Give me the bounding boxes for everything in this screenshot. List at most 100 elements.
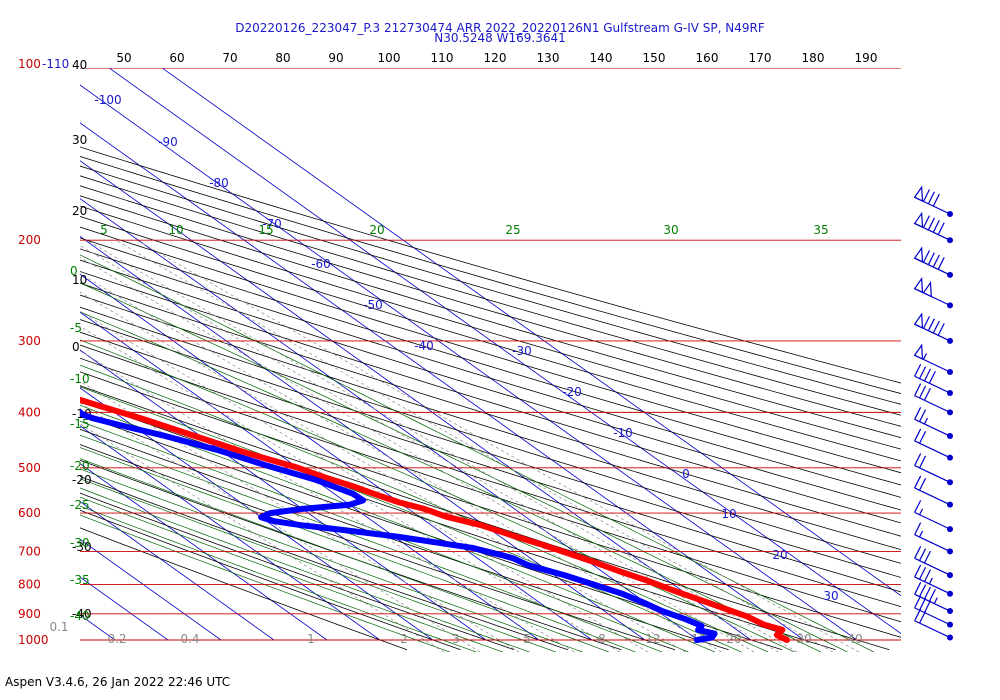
wind-barb [913,343,953,376]
wind-barb-feather [919,548,927,561]
moist-adiabat-line [80,282,848,652]
dry-adiabat-line [80,319,901,578]
wind-barb-staff [914,464,951,483]
wind-barb-feather [922,316,931,329]
isotherm-label: -80 [209,176,229,190]
wind-barb [914,546,953,579]
mixing-ratio-line [115,239,834,652]
wind-barb-feather [922,189,931,202]
wind-barb-half-feather [919,508,924,515]
wind-barb-feather [923,569,931,582]
moist-adiabat-line [80,254,875,652]
wind-barb-half-feather [923,417,928,425]
top-axis-label: 150 [643,51,666,65]
isotherm-line [80,425,381,641]
moist-adiabat-line [80,487,530,652]
mixing-ratio-label: 1 [307,632,315,646]
mixing-ratio-label: 20 [726,632,741,646]
moist-adiabat-line [80,447,636,652]
moist-adiabat-line [80,404,716,652]
wind-barb-feather [922,250,931,263]
moist-adiabat-line [80,496,504,652]
mixing-ratio-line [80,256,755,652]
moist-left-label: -30 [70,536,90,550]
mixing-ratio-label: 30 [796,632,811,646]
wind-barb [914,383,953,416]
left-axis-label: -40 [72,607,92,621]
wind-barb-feather [919,610,927,624]
pressure-label: 800 [18,578,41,592]
isotherm-label: -100 [94,93,121,107]
top-axis-label: 190 [855,51,878,65]
dry-adiabat-line [80,237,901,486]
moist-adiabat-label: 20 [369,223,384,237]
isotherm-label: -50 [363,298,383,312]
wind-barb-feather [919,430,927,444]
dry-adiabat-line [80,226,901,474]
left-axis-label: 30 [72,133,87,147]
wind-barb-feather [914,453,922,466]
isotherm-label: 10 [721,507,736,521]
footer-text: Aspen V3.4.6, 26 Jan 2022 22:46 UTC [5,675,231,689]
wind-barb [914,363,953,397]
isotherm-label: -90 [158,135,178,149]
wind-barb [914,500,953,533]
moist-adiabat-line [80,468,583,652]
wind-barb-feather [914,582,922,595]
wind-barb-feather [919,455,927,469]
wind-barb-feather [928,589,936,602]
wind-barb-feather [932,320,940,334]
moist-adiabat-label: 5 [100,223,108,237]
moist-left-label: -25 [70,498,90,512]
wind-barb-feather [923,586,931,600]
wind-barb [914,564,953,597]
dry-adiabat-line [80,165,901,405]
top-axis-label: 80 [275,51,290,65]
mixing-ratio-line [80,402,481,652]
moist-adiabat-label: 35 [813,223,828,237]
dry-adiabat-line [80,216,901,462]
moist-adiabat-line [80,505,477,652]
wind-barb [914,428,953,461]
wind-barb [913,276,953,309]
pressure-label: 400 [18,405,41,419]
wind-barb-feather [919,366,927,379]
wind-barb-feather [937,222,945,235]
dry-adiabat-line [80,294,901,551]
dry-adiabat-line [80,371,901,638]
dewpoint-dot [35,364,41,370]
wind-barb-flag [913,343,924,360]
isotherm-label: -70 [262,217,282,231]
dry-adiabat-line [80,205,901,450]
isotherm-label: 20 [772,548,787,562]
wind-barb-feather [914,564,922,578]
wind-barb-feather [937,257,945,270]
wind-barb [914,595,953,628]
mixing-ratio-line [80,423,445,652]
wind-barb-feather [914,383,922,396]
wind-barb-staff [914,395,951,413]
top-axis-label: 50 [116,51,131,65]
chart-title: D20220126_223047_P.3 212730474 ARR 2022_… [235,21,765,35]
dry-adiabat-line [80,344,901,608]
wind-barb-staff [914,511,951,530]
wind-barb-feather [932,254,940,268]
wind-barbs [913,185,953,641]
left-axis-label: 20 [72,204,87,218]
isotherm-line [80,500,275,641]
dry-adiabat-line [80,444,676,651]
left-axis-label: 0 [72,340,80,354]
wind-barb-staff [914,534,951,552]
dry-adiabat-line [80,357,901,623]
moist-left-label: -40 [70,609,90,623]
wind-barb-half-feather [922,353,928,360]
dry-adiabat-line [80,282,901,537]
wind-barb-feather [922,215,931,228]
pressure-label: 300 [18,334,41,348]
pressure-label: 600 [18,506,41,520]
moist-adiabat-label: 15 [258,223,273,237]
wind-barb-staff [914,418,951,437]
moist-adiabat-line [80,478,557,652]
mixing-ratio-label: 12 [645,632,660,646]
